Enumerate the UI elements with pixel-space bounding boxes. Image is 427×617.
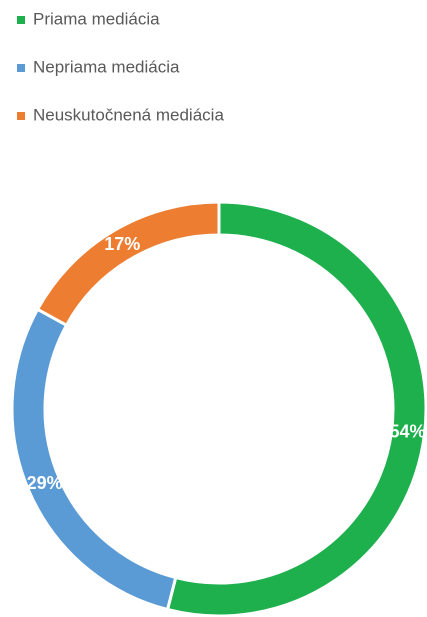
legend-entry: Priama mediácia	[33, 9, 160, 28]
value-label: 54%	[389, 422, 425, 442]
legend-entry: Neuskutočnená mediácia	[33, 105, 224, 124]
legend-marker	[17, 64, 25, 72]
donut-segment	[35, 200, 221, 328]
legend-marker	[17, 112, 25, 120]
donut-segment	[165, 200, 427, 617]
value-label: 17%	[104, 234, 140, 254]
donut-segment	[10, 307, 178, 612]
legend-marker	[17, 16, 25, 24]
legend-entry: Nepriama mediácia	[33, 57, 180, 76]
value-label: 29%	[27, 473, 63, 493]
